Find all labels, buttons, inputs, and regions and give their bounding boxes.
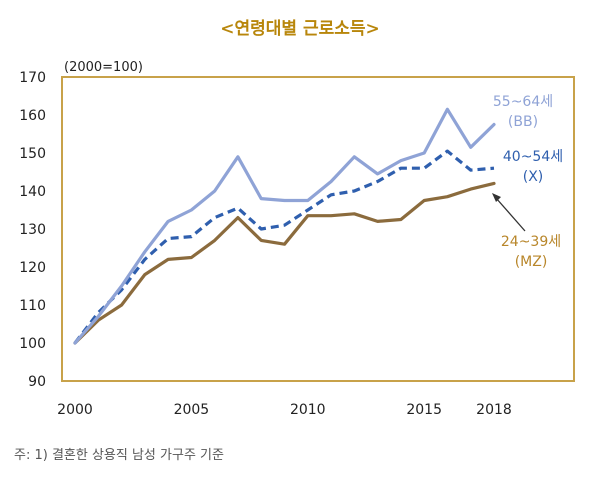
y-axis-label: (2000=100) bbox=[64, 60, 143, 75]
y-tick-label: 140 bbox=[19, 184, 46, 200]
y-tick-label: 110 bbox=[19, 298, 46, 314]
y-tick-label: 120 bbox=[19, 260, 46, 276]
y-tick-label: 90 bbox=[28, 374, 46, 390]
legend-label-x: 40~54세 bbox=[503, 149, 563, 165]
y-tick-label: 130 bbox=[19, 222, 46, 238]
y-tick-label: 170 bbox=[19, 70, 46, 86]
mz-leader-line bbox=[495, 197, 526, 232]
plot-frame bbox=[61, 76, 575, 382]
y-tick-label: 160 bbox=[19, 108, 46, 124]
series-line-x bbox=[73, 149, 495, 344]
y-tick-label: 100 bbox=[19, 336, 46, 352]
x-tick-label: 2010 bbox=[290, 402, 326, 418]
series-line-mz bbox=[73, 181, 496, 345]
legend-label-bb: 55~64세 bbox=[493, 94, 553, 110]
x-tick-label: 2005 bbox=[174, 402, 210, 418]
x-tick-label: 2018 bbox=[476, 402, 512, 418]
legend-sub-bb: (BB) bbox=[508, 114, 538, 130]
legend-sub-mz: (MZ) bbox=[515, 254, 548, 270]
legend-sub-x: (X) bbox=[523, 169, 544, 185]
y-tick-label: 150 bbox=[19, 146, 46, 162]
legend-label-mz: 24~39세 bbox=[501, 234, 561, 250]
mz-leader-arrowhead bbox=[492, 193, 501, 202]
chart-title: <연령대별 근로소득> bbox=[220, 19, 380, 39]
footnote: 주: 1) 결혼한 상용직 남성 가구주 기준 bbox=[14, 448, 224, 463]
x-tick-label: 2015 bbox=[406, 402, 442, 418]
x-tick-label: 2000 bbox=[57, 402, 93, 418]
series-line-bb bbox=[73, 107, 496, 345]
